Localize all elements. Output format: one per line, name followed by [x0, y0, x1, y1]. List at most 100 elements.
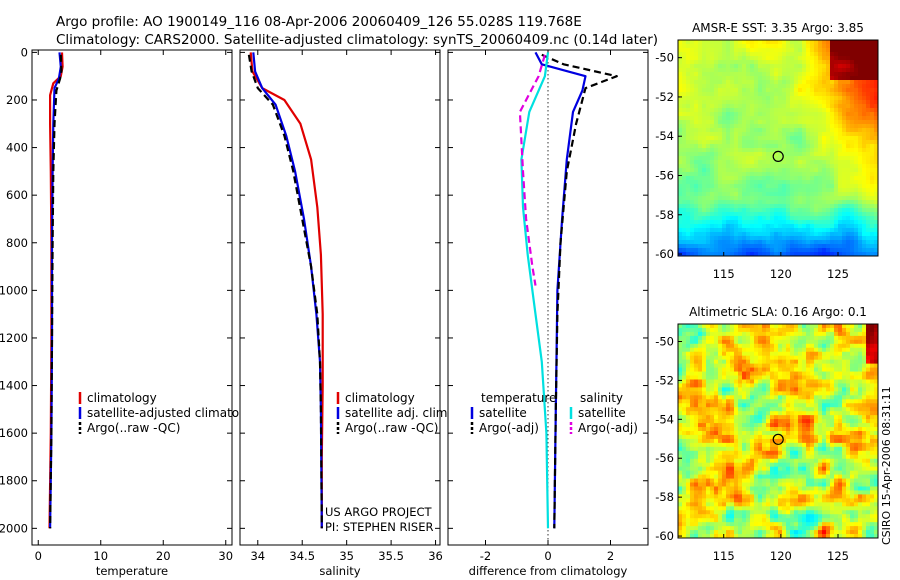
map-cell	[694, 383, 699, 388]
map-cell	[790, 454, 795, 460]
map-cell	[802, 80, 807, 85]
map-cell	[866, 124, 871, 129]
map-cell	[834, 434, 839, 440]
map-cell	[838, 474, 843, 479]
map-cell	[726, 164, 731, 169]
map-cell	[834, 403, 839, 408]
map-cell	[822, 192, 827, 197]
map-cell	[770, 160, 775, 165]
map-cell	[766, 176, 771, 181]
map-cell	[874, 140, 879, 145]
map-cell	[726, 470, 731, 475]
map-cell	[682, 335, 687, 341]
map-cell	[842, 347, 847, 353]
map-cell	[754, 192, 759, 197]
map-cell	[862, 339, 867, 345]
map-cell	[794, 482, 799, 487]
map-cell	[754, 415, 759, 420]
map-cell	[758, 335, 763, 341]
map-cell	[698, 450, 703, 456]
map-cell	[838, 76, 843, 81]
map-cell	[834, 64, 839, 69]
map-cell	[750, 335, 755, 341]
map-cell	[838, 84, 843, 89]
map-cell	[738, 40, 743, 45]
map-cell	[786, 423, 791, 428]
map-cell	[698, 236, 703, 241]
map-cell	[678, 84, 683, 89]
map-cell	[822, 212, 827, 217]
map-cell	[850, 359, 855, 365]
map-cell	[866, 100, 871, 105]
map-cell	[830, 184, 835, 189]
map-cell	[822, 371, 827, 376]
map-cell	[858, 60, 863, 65]
y-tick-label: 200	[6, 93, 28, 107]
map-cell	[742, 92, 747, 97]
map-cell	[782, 363, 787, 368]
map-cell	[746, 474, 751, 479]
map-cell	[834, 351, 839, 357]
map-cell	[810, 176, 815, 181]
map-cell	[710, 347, 715, 353]
map-cell	[782, 351, 787, 357]
map-cell	[874, 180, 879, 185]
map-cell	[834, 116, 839, 121]
map-cell	[826, 232, 831, 237]
map-cell	[758, 248, 763, 253]
map-cell	[838, 470, 843, 475]
map-cell	[786, 236, 791, 241]
map-cell	[690, 144, 695, 149]
map-cell	[786, 232, 791, 237]
map-cell	[866, 486, 871, 491]
map-cell	[870, 136, 875, 141]
map-cell	[798, 387, 803, 392]
map-cell	[818, 419, 823, 424]
map-cell	[726, 100, 731, 105]
map-cell	[778, 72, 783, 77]
map-cell	[802, 60, 807, 65]
map-cell	[682, 446, 687, 452]
map-cell	[866, 44, 871, 49]
map-cell	[738, 104, 743, 109]
map-cell	[698, 438, 703, 444]
map-cell	[738, 442, 743, 448]
map-cell	[758, 478, 763, 483]
map-cell	[862, 52, 867, 57]
map-cell	[850, 184, 855, 189]
map-cell	[706, 160, 711, 165]
map-cell	[770, 240, 775, 245]
map-cell	[862, 375, 867, 380]
map-cell	[734, 216, 739, 221]
map-cell	[742, 172, 747, 177]
map-cell	[750, 399, 755, 404]
map-cell	[714, 208, 719, 213]
map-cell	[718, 482, 723, 487]
map-cell	[818, 474, 823, 479]
map-cell	[730, 367, 735, 372]
map-cell	[786, 80, 791, 85]
map-cell	[718, 208, 723, 213]
map-cell	[774, 458, 779, 464]
map-cell	[794, 216, 799, 221]
map-cell	[734, 343, 739, 349]
map-cell	[778, 427, 783, 432]
map-cell	[738, 236, 743, 241]
map-cell	[730, 88, 735, 93]
map-cell	[802, 427, 807, 432]
map-cell	[814, 454, 819, 460]
map-cell	[814, 212, 819, 217]
map-cell	[814, 415, 819, 420]
map-cell	[750, 112, 755, 117]
map-cell	[850, 331, 855, 337]
map-cell	[682, 160, 687, 165]
map-cell	[706, 367, 711, 372]
map-cell	[746, 240, 751, 245]
map-cell	[678, 375, 683, 380]
map-cell	[834, 383, 839, 388]
map-cell	[866, 84, 871, 89]
map-cell	[834, 375, 839, 380]
map-cell	[814, 188, 819, 193]
map-cell	[866, 419, 871, 424]
map-cell	[742, 446, 747, 452]
